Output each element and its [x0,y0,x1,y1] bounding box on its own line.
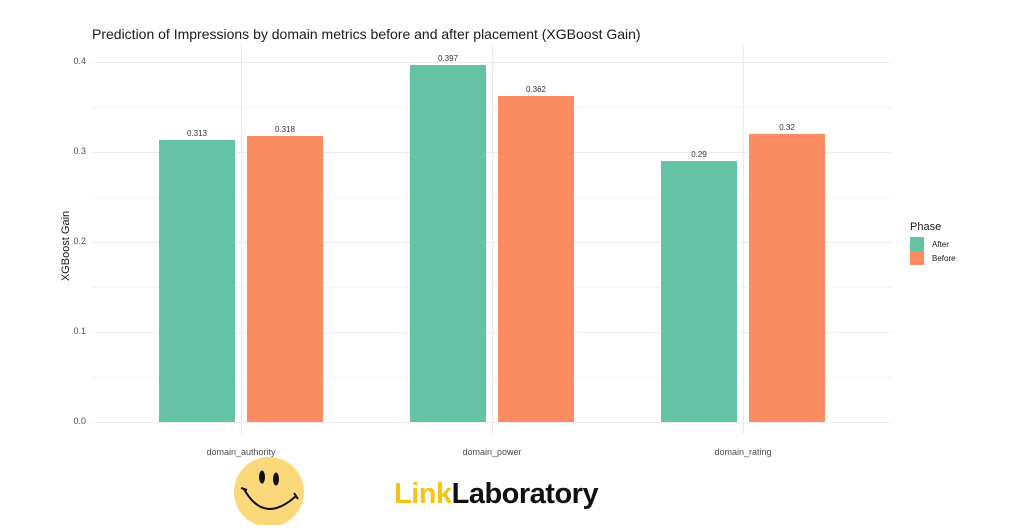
bar-value-label: 0.29 [691,150,707,159]
bar-value-label: 0.318 [274,124,296,134]
y-tick-label: 0.4 [73,56,86,66]
chart-title: Prediction of Impressions by domain metr… [92,26,641,42]
link-laboratory-logo: LinkLaboratory [394,478,599,511]
x-tick-label: domain_rating [714,447,772,457]
gridline-vertical [492,44,493,434]
logo-part-link: Link [394,478,452,510]
bar-value-label: 0.313 [186,129,208,139]
bar-after-domain-rating [661,161,737,422]
legend-swatch-after [910,237,924,251]
bar-after-domain-authority [159,140,235,422]
x-tick-label: domain_power [462,447,522,457]
bar-before-domain-power [498,96,574,422]
x-tick-label: domain_authority [206,447,276,457]
smiley-face-icon [234,457,306,530]
legend-title: Phase [910,221,942,233]
legend-label-after: After [932,239,949,249]
y-tick-label: 0.0 [73,416,86,426]
y-tick-label: 0.2 [73,236,86,246]
bar-after-domain-power [410,64,486,422]
bar-value-label: 0.32 [779,123,795,132]
legend-label-before: Before [932,253,956,263]
logo-part-laboratory: Laboratory [451,478,599,510]
legend-item-before: Before [910,251,956,265]
gridline-vertical [743,44,744,434]
legend: Phase After Before [910,221,956,265]
y-axis-label: XGBoost Gain [60,210,72,282]
legend-swatch-before [910,251,924,265]
y-tick-label: 0.1 [73,326,86,336]
gridline-vertical [241,44,242,434]
bar-before-domain-rating [749,134,825,422]
legend-item-after: After [910,237,956,251]
plot-area [92,44,893,434]
bar-before-domain-authority [247,135,323,422]
bar-value-label: 0.397 [437,53,459,63]
y-tick-label: 0.3 [73,146,86,156]
bar-value-label: 0.362 [525,85,547,95]
